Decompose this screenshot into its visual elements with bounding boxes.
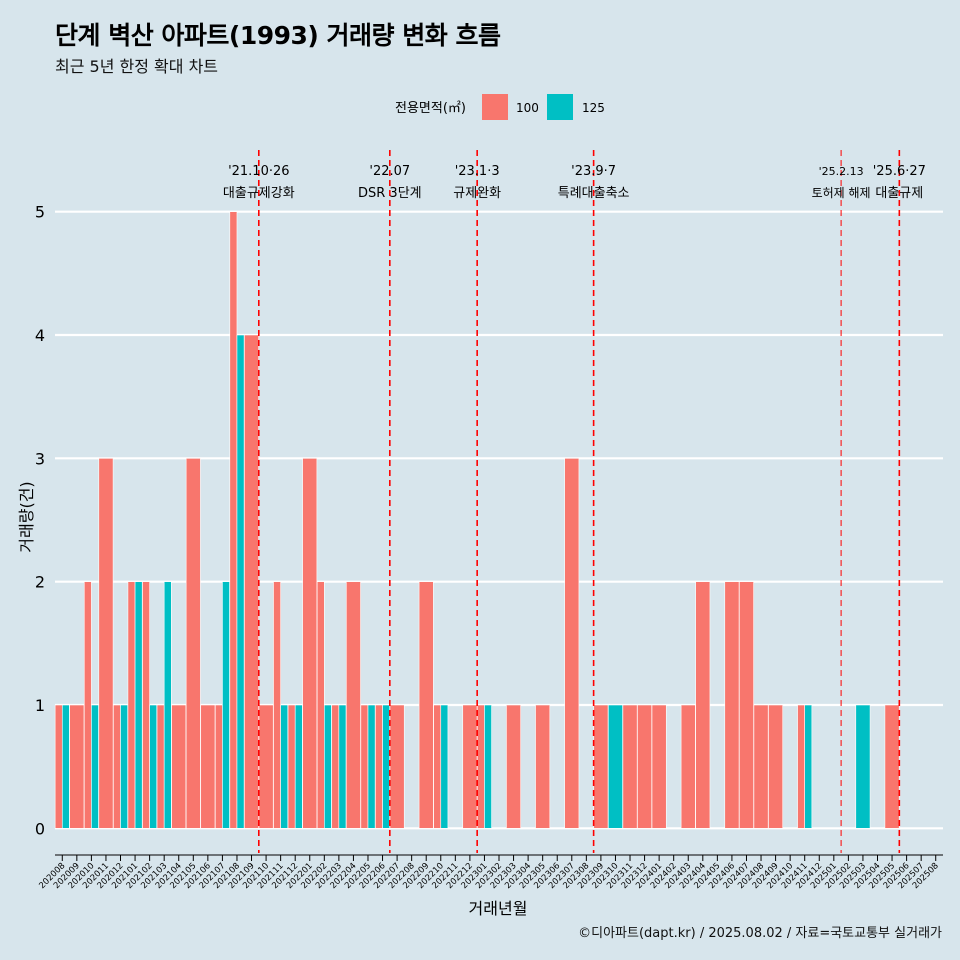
bar-100-202009 bbox=[69, 704, 85, 829]
bar-100-202411 bbox=[797, 704, 806, 829]
bar-100-202110 bbox=[258, 704, 274, 829]
legend-swatch-125 bbox=[547, 94, 573, 120]
bar-100-202105 bbox=[185, 458, 201, 829]
bar-100-202103 bbox=[156, 704, 165, 829]
annotation-date-3: '23.9·7 bbox=[571, 164, 616, 179]
bar-100-202111 bbox=[273, 581, 281, 829]
annotation-label-3: 특례대출축소 bbox=[558, 186, 630, 201]
bar-100-202409 bbox=[768, 704, 784, 829]
bar-100-202012 bbox=[113, 704, 121, 829]
legend-label-125: 125 bbox=[582, 101, 605, 115]
bar-125-202010 bbox=[91, 704, 99, 829]
bar-125-202111 bbox=[280, 704, 289, 829]
bar-100-202307 bbox=[564, 458, 580, 829]
annotation-label-1: DSR 3단계 bbox=[358, 186, 422, 201]
bar-125-202012 bbox=[120, 704, 128, 829]
bar-125-202310 bbox=[608, 704, 623, 829]
bar-125-202203 bbox=[338, 704, 347, 829]
y-tick-label-2: 2 bbox=[35, 573, 45, 592]
legend-label-100: 100 bbox=[516, 101, 539, 115]
bar-100-202202 bbox=[316, 581, 325, 829]
bar-100-202203 bbox=[331, 704, 340, 829]
bar-125-202102 bbox=[149, 704, 158, 829]
bar-125-202108 bbox=[236, 334, 245, 829]
bar-100-202106 bbox=[200, 704, 216, 829]
bar-100-202301 bbox=[477, 704, 485, 829]
bar-100-202109 bbox=[244, 334, 259, 829]
bar-125-202112 bbox=[294, 704, 303, 829]
bar-125-202107 bbox=[222, 581, 230, 829]
bar-100-202104 bbox=[171, 704, 187, 829]
chart-subtitle: 최근 5년 한정 확대 차트 bbox=[55, 57, 219, 76]
legend: 전용면적(㎡) 100 125 bbox=[395, 94, 605, 120]
bar-100-202008 bbox=[54, 704, 63, 829]
y-tick-label-5: 5 bbox=[35, 203, 45, 222]
bar-100-202010 bbox=[83, 581, 92, 829]
bar-125-202503 bbox=[855, 704, 871, 829]
bar-100-202408 bbox=[753, 704, 769, 829]
bar-100-202205 bbox=[360, 704, 369, 829]
bar-100-202212 bbox=[462, 704, 478, 829]
bar-100-202303 bbox=[506, 704, 521, 829]
bar-100-202210 bbox=[433, 704, 442, 829]
y-tick-label-3: 3 bbox=[35, 449, 45, 468]
bar-100-202112 bbox=[287, 704, 296, 829]
bar-125-202103 bbox=[163, 581, 172, 829]
annotation-label-2: 규제완화 bbox=[453, 186, 501, 201]
annotation-label-5: 대출규제 bbox=[875, 186, 923, 201]
annotation-label-0: 대출규제강화 bbox=[223, 186, 295, 201]
bar-100-202311 bbox=[622, 704, 638, 829]
bar-100-202204 bbox=[345, 581, 361, 829]
bar-100-202407 bbox=[739, 581, 754, 829]
bar-100-202505 bbox=[884, 704, 900, 829]
bar-100-202403 bbox=[680, 704, 696, 829]
bar-100-202201 bbox=[302, 458, 318, 829]
bar-125-202411 bbox=[804, 704, 813, 829]
bar-100-202305 bbox=[535, 704, 551, 829]
bar-125-202210 bbox=[440, 704, 449, 829]
bar-100-202309 bbox=[593, 704, 609, 829]
bar-100-202312 bbox=[637, 704, 653, 829]
bar-100-202011 bbox=[98, 458, 114, 829]
bar-125-202008 bbox=[61, 704, 70, 829]
bar-100-202401 bbox=[651, 704, 667, 829]
annotation-date-2: '23.1·3 bbox=[455, 164, 500, 179]
bar-125-202206 bbox=[382, 704, 390, 829]
bar-125-202202 bbox=[324, 704, 332, 829]
chart-title: 단계 벽산 아파트(1993) 거래량 변화 흐름 bbox=[55, 21, 501, 50]
event-annotations: '21.10·26 대출규제강화 '22.07 DSR 3단계 '23.1·3 규제완화 '… bbox=[223, 150, 926, 853]
bar-100-202206 bbox=[375, 704, 383, 829]
bar-100-202108 bbox=[229, 211, 238, 829]
x-axis-title: 거래년월 bbox=[469, 899, 528, 918]
y-tick-label-1: 1 bbox=[35, 696, 45, 715]
bar-100-202209 bbox=[418, 581, 434, 829]
legend-title: 전용면적(㎡) bbox=[395, 101, 466, 116]
bar-125-202101 bbox=[134, 581, 143, 829]
bar-125-202205 bbox=[367, 704, 376, 829]
bar-100-202102 bbox=[142, 581, 150, 829]
y-axis-title: 거래량(건) bbox=[17, 481, 36, 552]
y-tick-label-4: 4 bbox=[35, 326, 45, 345]
annotation-date-5: '25.6·27 bbox=[873, 164, 926, 179]
bar-100-202101 bbox=[127, 581, 136, 829]
source-caption: ©디아파트(dapt.kr) / 2025.08.02 / 자료=국토교통부 실… bbox=[578, 926, 942, 941]
bars bbox=[54, 211, 900, 829]
bar-100-202406 bbox=[724, 581, 740, 829]
legend-swatch-100 bbox=[482, 94, 508, 120]
annotation-date-4: '25.2.13 bbox=[819, 165, 864, 178]
axes: 2020082020092020102020112020122021012021… bbox=[37, 854, 943, 891]
bar-100-202107 bbox=[214, 704, 223, 829]
y-tick-label-0: 0 bbox=[35, 819, 45, 838]
bar-125-202301 bbox=[484, 704, 492, 829]
bar-100-202404 bbox=[695, 581, 711, 829]
bar-100-202207 bbox=[389, 704, 405, 829]
annotation-date-0: '21.10·26 bbox=[228, 164, 289, 179]
annotation-date-1: '22.07 bbox=[369, 164, 410, 179]
annotation-label-4: 토허제 해제 bbox=[812, 186, 871, 200]
